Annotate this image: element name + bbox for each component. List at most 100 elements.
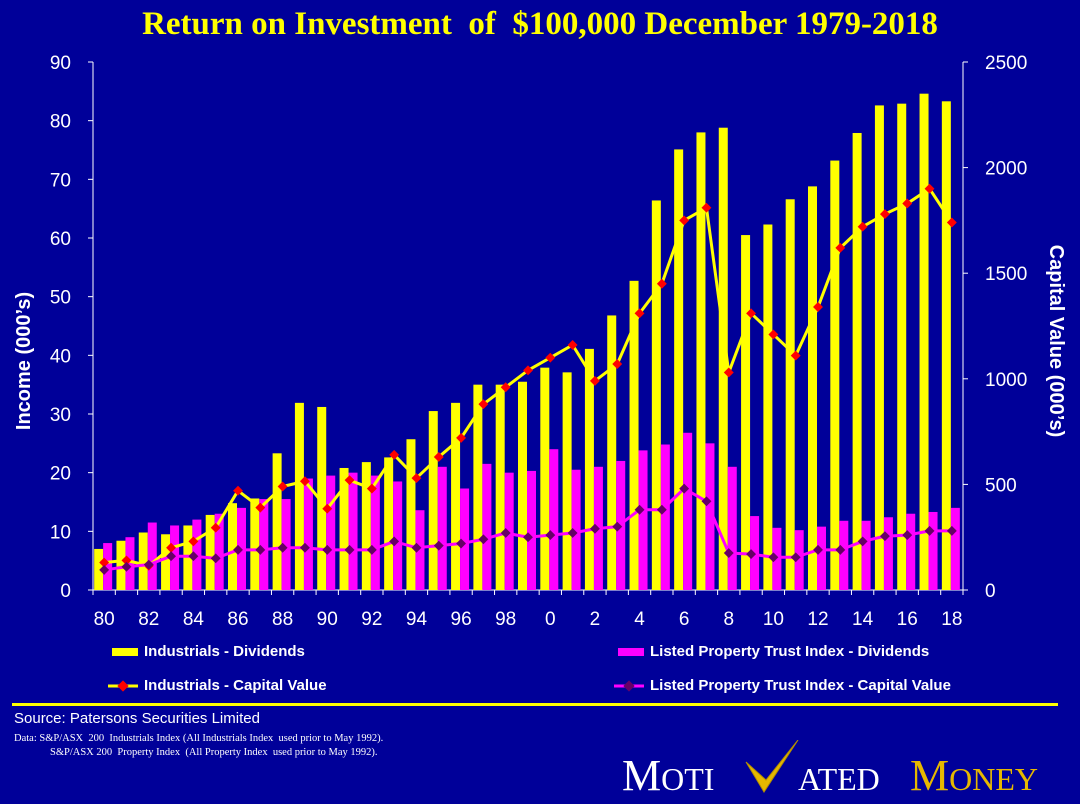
- marker-industrials-capital: [723, 367, 734, 378]
- bars-layer: [94, 93, 960, 591]
- bar-lpt-dividends: [638, 450, 648, 590]
- marker-lpt-capital: [612, 521, 623, 532]
- marker-industrials-capital: [210, 522, 221, 533]
- bar-industrials-dividends: [562, 372, 572, 590]
- marker-lpt-capital: [166, 551, 177, 562]
- marker-industrials-capital: [523, 365, 533, 376]
- marker-industrials-capital: [166, 542, 177, 553]
- marker-lpt-capital: [679, 483, 690, 494]
- bar-industrials-dividends: [138, 532, 148, 590]
- marker-industrials-capital: [835, 242, 846, 253]
- bar-lpt-dividends: [683, 432, 693, 590]
- left-tick-label: 30: [50, 405, 71, 426]
- marker-lpt-capital: [277, 542, 288, 553]
- right-tick-label: 0: [985, 581, 996, 602]
- bar-industrials-dividends: [116, 540, 126, 590]
- bar-industrials-dividends: [317, 406, 327, 590]
- bar-industrials-dividends: [584, 348, 594, 590]
- motivated-money-logo: MOTI ATED MONEY: [622, 740, 1038, 800]
- bar-lpt-dividends: [103, 543, 113, 590]
- bar-lpt-dividends: [348, 472, 358, 590]
- legend-label: Listed Property Trust Index - Capital Va…: [650, 677, 951, 694]
- x-tick-label: 10: [763, 609, 784, 630]
- marker-lpt-capital: [255, 544, 266, 555]
- bar-industrials-dividends: [629, 280, 639, 590]
- bar-industrials-dividends: [763, 224, 773, 591]
- marker-industrials-capital: [366, 483, 377, 494]
- bar-industrials-dividends: [651, 200, 661, 590]
- checkmark-icon: [745, 740, 799, 793]
- marker-lpt-capital: [946, 525, 957, 536]
- bar-lpt-dividends: [928, 511, 938, 590]
- bar-lpt-dividends: [125, 537, 135, 590]
- right-tick-label: 2000: [985, 159, 1027, 180]
- legend-label: Listed Property Trust Index - Dividends: [650, 643, 930, 660]
- marker-lpt-capital: [723, 548, 734, 558]
- bar-lpt-dividends: [794, 530, 804, 590]
- bar-lpt-dividends: [393, 481, 403, 590]
- marker-industrials-capital: [277, 481, 288, 492]
- x-tick-label: 12: [807, 609, 828, 630]
- x-tick-label: 14: [852, 609, 874, 630]
- bar-lpt-dividends: [214, 513, 224, 590]
- marker-lpt-capital: [233, 544, 243, 555]
- data-note-1: Data: S&P/ASX 200 Industrials Index (All…: [14, 733, 384, 744]
- y-axis-title-right: Capital Value (000’s): [1045, 245, 1067, 438]
- bar-industrials-dividends: [874, 105, 884, 590]
- bar-lpt-dividends: [950, 507, 960, 590]
- labels-layer: 0102030405060708090050010001500200025008…: [13, 53, 1067, 630]
- x-tick-label: 4: [634, 609, 645, 630]
- legend-lpt-capital: Listed Property Trust Index - Capital Va…: [614, 677, 951, 694]
- bar-industrials-dividends: [451, 402, 461, 590]
- marker-lpt-capital: [411, 542, 422, 553]
- bar-industrials-dividends: [674, 149, 684, 590]
- marker-industrials-capital: [255, 502, 266, 513]
- bar-lpt-dividends: [727, 466, 737, 590]
- bar-lpt-dividends: [660, 444, 670, 590]
- marker-lpt-capital: [433, 540, 444, 551]
- marker-industrials-capital: [99, 557, 110, 568]
- bar-industrials-dividends: [205, 514, 215, 590]
- bar-industrials-dividends: [897, 103, 907, 591]
- marker-lpt-capital: [99, 564, 110, 575]
- marker-industrials-capital: [902, 198, 913, 209]
- marker-industrials-capital: [389, 449, 400, 460]
- bar-industrials-dividends: [540, 367, 550, 590]
- bar-industrials-dividends: [406, 439, 416, 590]
- marker-lpt-capital: [857, 536, 868, 547]
- bar-lpt-dividends: [817, 526, 826, 590]
- bar-lpt-dividends: [705, 443, 715, 590]
- x-tick-label: 94: [406, 609, 428, 630]
- logo-letter: M: [622, 751, 661, 800]
- logo-text-money: MONEY: [910, 751, 1038, 800]
- legend-industrials-capital: Industrials - Capital Value: [108, 677, 327, 694]
- marker-lpt-capital: [746, 549, 757, 560]
- bar-lpt-dividends: [147, 522, 157, 590]
- bar-industrials-dividends: [294, 402, 304, 590]
- marker-industrials-capital: [656, 278, 667, 289]
- marker-industrials-capital: [612, 359, 623, 369]
- bar-lpt-dividends: [504, 472, 514, 590]
- marker-industrials-capital: [746, 308, 757, 319]
- marker-industrials-capital: [701, 202, 712, 213]
- bar-lpt-dividends: [571, 469, 581, 590]
- right-tick-label: 2500: [985, 53, 1027, 74]
- bar-lpt-dividends: [772, 527, 782, 590]
- legend-label: Industrials - Capital Value: [144, 677, 327, 694]
- marker-lpt-capital: [344, 544, 355, 555]
- marker-lpt-capital: [790, 552, 801, 563]
- marker-lpt-capital: [902, 530, 913, 541]
- legend-swatch-magenta-line: [614, 679, 644, 692]
- bar-industrials-dividends: [94, 548, 104, 590]
- marker-lpt-capital: [188, 551, 199, 562]
- marker-industrials-capital: [478, 399, 489, 410]
- bar-lpt-dividends: [281, 499, 291, 590]
- bar-industrials-dividends: [919, 93, 929, 591]
- marker-industrials-capital: [411, 473, 422, 484]
- legend-industrials-dividends: Industrials - Dividends: [112, 643, 305, 660]
- bar-industrials-dividends: [741, 235, 751, 591]
- legend-swatch-yellow-bar: [112, 647, 138, 656]
- marker-industrials-capital: [589, 375, 600, 386]
- marker-industrials-capital: [879, 209, 890, 220]
- marker-industrials-capital: [322, 503, 333, 514]
